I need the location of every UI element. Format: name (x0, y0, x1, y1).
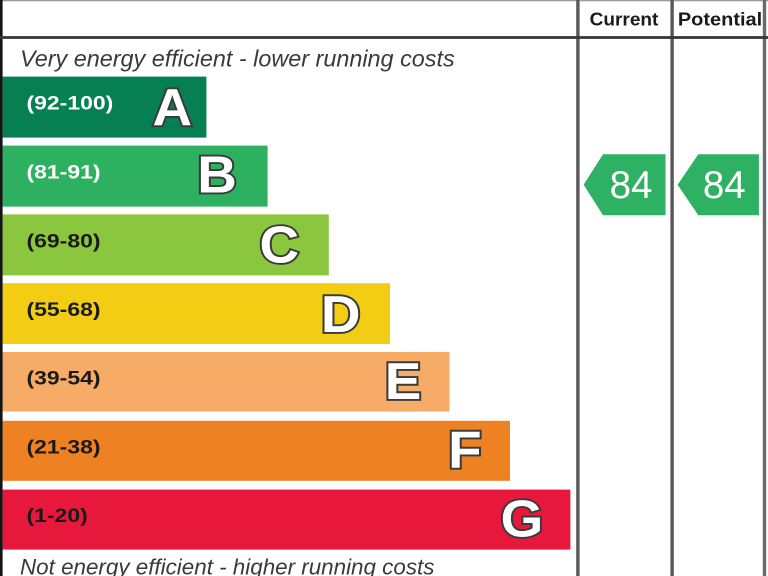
svg-text:Not energy efficient - higher: Not energy efficient - higher running co… (20, 554, 434, 576)
svg-text:A: A (152, 79, 192, 136)
svg-text:C: C (259, 217, 299, 274)
svg-text:D: D (321, 286, 361, 343)
svg-text:(92-100): (92-100) (27, 93, 114, 114)
svg-text:(55-68): (55-68) (27, 300, 101, 321)
svg-text:Very energy efficient - lower: Very energy efficient - lower running co… (20, 45, 455, 71)
svg-text:G: G (501, 491, 544, 548)
svg-text:84: 84 (703, 164, 746, 207)
svg-text:(81-91): (81-91) (27, 162, 101, 183)
svg-text:Potential: Potential (678, 10, 762, 30)
svg-text:(39-54): (39-54) (27, 368, 101, 389)
svg-text:84: 84 (610, 164, 653, 207)
svg-text:(21-38): (21-38) (27, 437, 101, 458)
svg-text:F: F (448, 422, 482, 479)
svg-text:(69-80): (69-80) (27, 231, 101, 252)
svg-text:B: B (197, 147, 237, 204)
svg-text:E: E (385, 353, 422, 410)
svg-text:(1-20): (1-20) (27, 506, 88, 527)
svg-text:Current: Current (590, 9, 660, 30)
